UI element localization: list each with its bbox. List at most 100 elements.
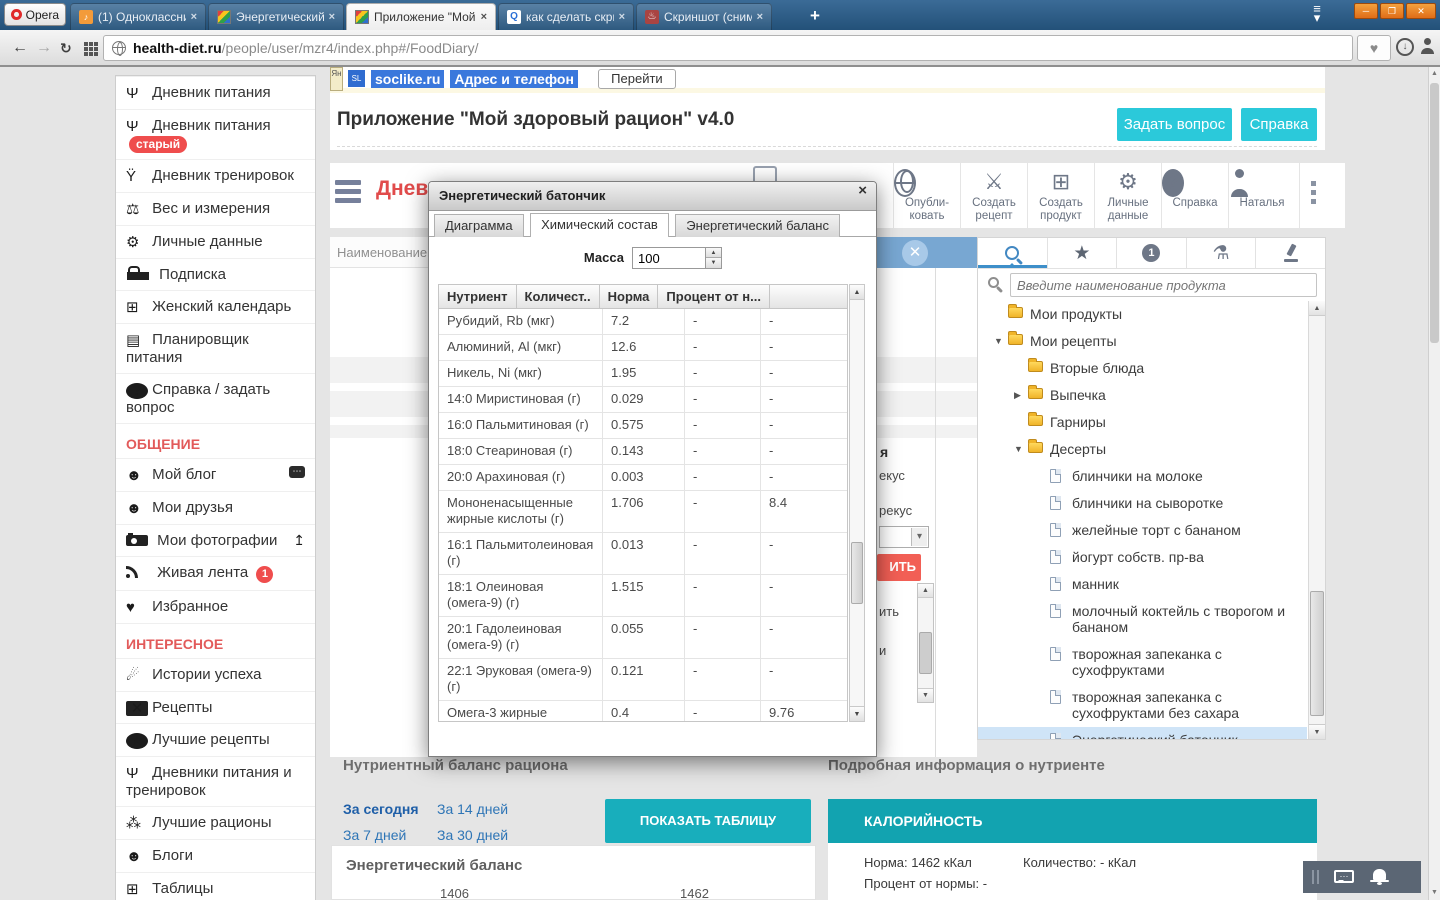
column-header[interactable]: Норма (600, 285, 659, 308)
panel-tab[interactable]: 1 (1117, 238, 1187, 268)
sidebar-item[interactable]: Ψ Дневник питания (116, 76, 315, 109)
scroll-down-icon[interactable]: ▼ (1431, 889, 1438, 896)
table-row[interactable]: Никель, Ni (мкг) 1.95 - - (439, 361, 847, 387)
panel-tab[interactable]: ★ (1048, 238, 1118, 268)
toolbar-button[interactable]: ? Справка (1161, 163, 1228, 228)
toolbar-button[interactable]: ⊞ Создать продукт (1027, 163, 1094, 228)
column-header[interactable]: Количест.. (517, 285, 600, 308)
sidebar-item[interactable]: Ϋ Дневник тренировок (116, 159, 315, 192)
close-icon[interactable] (481, 11, 487, 23)
restore-button[interactable]: ❐ (1380, 3, 1404, 19)
toolbar-button[interactable]: Наталья (1228, 163, 1295, 228)
expand-arrow-icon[interactable]: ▼ (1014, 444, 1023, 454)
browser-tab[interactable]: ♨ Скриншот (снимок экран (636, 3, 772, 30)
browser-menu-icon[interactable]: ≡ ▾ (1313, 1, 1321, 25)
scroll-thumb[interactable] (1310, 591, 1324, 716)
sidebar-item[interactable]: ☄ Истории успеха (116, 658, 315, 691)
sidebar-item[interactable]: ☻ Мой блог ⋯ (116, 458, 315, 491)
tree-item[interactable]: Вторые блюда (978, 355, 1307, 382)
close-icon[interactable] (858, 182, 867, 199)
tree-item[interactable]: желейные торт с бананом (978, 517, 1307, 544)
sidebar-item[interactable]: ⊞ Женский календарь (116, 290, 315, 323)
scroll-up-icon[interactable]: ▲ (1309, 301, 1325, 316)
tree-item[interactable]: ▶ Выпечка (978, 382, 1307, 409)
table-row[interactable]: Омега-3 жирные кислоты (г) 0.4 - 9.76 (439, 701, 847, 721)
bell-icon[interactable] (1370, 869, 1389, 885)
help-button[interactable]: Справка (1241, 108, 1317, 141)
close-icon[interactable] (329, 11, 335, 23)
tree-item[interactable]: творожная запеканка с сухофруктами без с… (978, 684, 1307, 727)
add-button-fragment[interactable]: ИТЬ (877, 554, 921, 581)
tree-item[interactable]: блинчики на молоке (978, 463, 1307, 490)
inner-scrollbar[interactable]: ▲ ▼ (917, 583, 934, 703)
tree-item[interactable]: Гарниры (978, 409, 1307, 436)
tree-scrollbar[interactable]: ▲ ▼ (1308, 301, 1325, 739)
close-circle-icon[interactable]: ✕ (902, 240, 928, 266)
speed-dial-icon[interactable] (84, 42, 88, 46)
sidebar-item[interactable]: ⁂ Лучшие рационы (116, 806, 315, 839)
portion-select[interactable] (879, 526, 929, 548)
column-header[interactable]: Нутриент (439, 285, 517, 308)
sidebar-item[interactable]: ▤ Планировщик питания (116, 323, 315, 373)
minimize-button[interactable]: ─ (1354, 3, 1378, 19)
feedback-widget[interactable]: ··· (1303, 861, 1421, 893)
sidebar-item[interactable]: ? Справка / задать вопрос (116, 373, 315, 423)
scroll-thumb[interactable] (1430, 83, 1439, 343)
sidebar-item[interactable]: Мои фотографии ↥ (116, 524, 315, 556)
sidebar-item[interactable]: ИНТЕРЕСНОЕ (116, 623, 315, 658)
expand-arrow-icon[interactable]: ▼ (994, 336, 1003, 346)
sidebar-item[interactable]: Ψ Дневники питания и тренировок (116, 756, 315, 806)
table-row[interactable]: 18:1 Олеиновая (омега-9) (г) 1.515 - - (439, 575, 847, 617)
browser-tab[interactable]: ♪ (1) Одноклассники (70, 3, 206, 30)
tree-item[interactable]: Энергетический батончик (978, 727, 1307, 739)
hamburger-icon[interactable] (335, 180, 361, 207)
tree-item[interactable]: ▼ Мои рецепты (978, 328, 1307, 355)
browser-tab[interactable]: Приложение "Мой здоро (346, 3, 496, 30)
back-icon[interactable]: ← (12, 39, 28, 56)
sidebar-item[interactable]: Подписка (116, 258, 315, 290)
account-icon[interactable] (1419, 38, 1436, 55)
table-row[interactable]: Мононенасыщенные жирные кислоты (г) 1.70… (439, 491, 847, 533)
sidebar-item[interactable]: ★ Лучшие рецепты (116, 723, 315, 756)
sidebar-item[interactable]: ОБЩЕНИЕ (116, 423, 315, 458)
tree-item[interactable]: творожная запеканка с сухофруктами (978, 641, 1307, 684)
bookmark-heart-icon[interactable]: ♥ (1357, 35, 1391, 61)
table-row[interactable]: 20:0 Арахиновая (г) 0.003 - - (439, 465, 847, 491)
search-input[interactable] (1010, 273, 1317, 297)
panel-tab[interactable] (978, 238, 1048, 268)
scroll-up-icon[interactable]: ▲ (1431, 70, 1438, 77)
ask-question-button[interactable]: Задать вопрос (1117, 108, 1232, 141)
sidebar-item[interactable]: Ψ Дневник питания старый (116, 109, 315, 159)
scroll-thumb[interactable] (919, 632, 932, 674)
panel-tab[interactable]: ⚗ (1187, 238, 1257, 268)
toolbar-button[interactable]: ⚙ Личные данные (1094, 163, 1161, 228)
toolbar-overflow-icon[interactable] (1299, 163, 1325, 228)
close-icon[interactable] (757, 11, 763, 23)
period-link-7d[interactable]: За 7 дней (343, 827, 407, 843)
drag-handle-icon[interactable] (1312, 870, 1314, 884)
url-field[interactable]: health-diet.ru/people/user/mzr4/index.ph… (103, 35, 1353, 61)
table-row[interactable]: Рубидий, Rb (мкг) 7.2 - - (439, 309, 847, 335)
table-row[interactable]: 16:0 Пальмитиновая (г) 0.575 - - (439, 413, 847, 439)
close-icon[interactable] (619, 11, 625, 23)
scroll-up-icon[interactable]: ▲ (850, 285, 864, 300)
dialog-tab[interactable]: Химический состав (530, 213, 669, 237)
scroll-thumb[interactable] (851, 542, 863, 604)
sidebar-item[interactable]: ☻ Блоги (116, 839, 315, 872)
close-icon[interactable] (191, 11, 197, 23)
sidebar-item[interactable]: ⊞ Таблицы калорийности (116, 872, 315, 900)
sidebar-item[interactable]: ⚖ Вес и измерения (116, 192, 315, 225)
table-row[interactable]: 18:0 Стеариновая (г) 0.143 - - (439, 439, 847, 465)
scroll-down-icon[interactable]: ▼ (850, 706, 864, 721)
sidebar-right-icon[interactable]: ↥ (293, 532, 305, 548)
table-row[interactable]: Алюминий, Al (мкг) 12.6 - - (439, 335, 847, 361)
forward-icon[interactable]: → (36, 39, 52, 56)
mass-stepper[interactable]: ▲ ▼ (706, 247, 722, 269)
sidebar-item[interactable]: ☻ Мои друзья (116, 491, 315, 524)
new-tab-button[interactable]: + (810, 6, 820, 25)
period-link-today[interactable]: За сегодня (343, 801, 419, 817)
go-button[interactable]: Перейти (597, 68, 676, 89)
table-scrollbar[interactable]: ▲ ▼ (849, 284, 865, 722)
period-link-14d[interactable]: За 14 дней (437, 801, 509, 817)
table-row[interactable]: 16:1 Пальмитолеиновая (г) 0.013 - - (439, 533, 847, 575)
